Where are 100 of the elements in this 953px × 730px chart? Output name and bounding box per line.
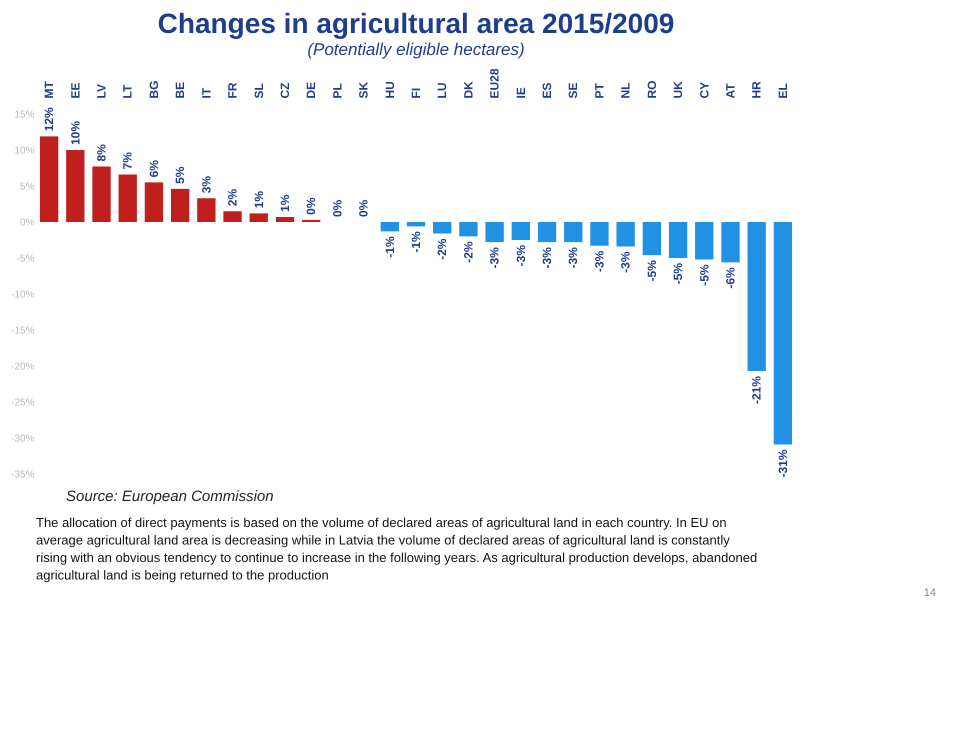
bar [40,136,58,222]
x-tick-label: MT [42,80,56,98]
bar [459,222,478,236]
bar [512,222,530,240]
bar [564,222,582,242]
y-tick-label: -20% [11,362,35,372]
data-label: -1% [382,236,397,258]
data-label: -21% [750,376,764,404]
x-tick-label: FI [409,88,423,98]
data-label: -3% [618,251,633,273]
bar [748,222,766,372]
x-tick-label: LV [94,84,109,98]
bar [170,188,190,222]
data-label: 0% [304,197,318,215]
data-label: 1% [252,190,266,208]
x-tick-label: NL [618,82,633,98]
text: The allocation of direct payments is based on the volume of declared areas of agricultural land in each country. In EU on average agricultural land area is decreasing while in Latvia the volume of declared areas of agricultural land is constantly rising with an obvious tendency to continue to increase in the following years. As agricultural production develops, abandoned agricultural land is being returned to the production [36,515,758,582]
bar [668,222,688,258]
data-label: 7% [120,152,135,170]
data-label: -3% [566,246,580,269]
bar [276,216,294,222]
x-tick-label: AT [723,82,738,98]
text: 14 [924,587,936,599]
x-tick-label: BG [146,80,161,98]
bar [250,213,268,222]
x-tick-label: LT [120,84,135,98]
data-label: -5% [671,262,686,284]
data-label: -3% [540,246,554,269]
x-tick-label: ES [540,82,554,98]
bar [774,222,792,444]
data-label: 6% [146,160,161,178]
bar [144,182,164,222]
data-label: 12% [42,106,56,132]
bar [66,150,84,222]
data-label: 5% [173,166,188,184]
y-tick-label: -15% [11,326,35,336]
data-label: -1% [409,230,423,253]
y-tick-label: 15% [14,110,35,120]
x-tick-label: SK [356,81,371,98]
x-tick-label: PT [592,82,606,98]
x-tick-label: FR [226,82,240,98]
x-tick-label: SL [252,83,266,98]
data-label: -2% [435,238,450,260]
x-tick-label: CZ [278,82,292,98]
data-label: 8% [94,144,109,162]
x-tick-label: IT [199,87,214,98]
x-tick-label: PL [330,83,344,98]
data-label: 10% [68,120,82,145]
data-label: 3% [199,176,214,194]
y-tick-label: 5% [20,182,35,192]
x-tick-label: UK [671,80,686,98]
y-tick-label: -10% [11,290,35,300]
data-label: -6% [723,266,738,289]
x-tick-label: EU28 [488,68,502,98]
data-label: 0% [356,199,371,217]
x-tick-label: RO [644,80,659,98]
data-label: -2% [461,241,476,263]
bar [406,222,426,226]
bar [92,166,111,222]
x-tick-label: SE [566,82,580,98]
data-label: 1% [278,194,292,212]
x-tick-label: DE [304,82,318,98]
y-tick-label: -30% [11,434,35,444]
data-label: -5% [644,260,659,282]
y-tick-label: 10% [14,146,35,156]
x-tick-label: DK [461,80,476,98]
y-tick-label: -5% [16,254,35,264]
bar [590,222,609,246]
bar [380,222,399,232]
bar [616,222,635,246]
data-label: 0% [330,199,344,217]
x-tick-label: IE [514,87,528,98]
bar [695,222,714,260]
chart-title: Changes in agricultural area 2015/2009 [158,8,674,39]
data-label: -3% [514,244,528,266]
chart-subtitle: (Potentially eligible hectares) [307,40,525,59]
data-label: 2% [226,188,240,206]
data-label: -3% [592,250,606,272]
bar [197,198,216,222]
bar [538,222,556,242]
y-tick-label: -35% [11,470,35,480]
x-tick-label: EE [68,82,82,98]
x-tick-label: BE [173,82,188,98]
data-label: -31% [776,449,790,478]
source-note: Source: European Commission [66,488,274,505]
x-tick-label: LU [435,82,450,98]
bar [118,174,137,222]
x-tick-label: EL [776,83,790,98]
bar [223,211,242,222]
x-tick-label: CY [697,82,712,98]
data-label: -3% [488,246,502,269]
bar [721,222,740,262]
y-tick-label: 0% [20,218,35,228]
bar [433,222,452,234]
bar [485,222,504,242]
bar [642,222,662,256]
y-tick-label: -25% [11,398,35,408]
x-tick-label: HU [382,81,397,98]
data-label: -5% [697,264,712,286]
x-tick-label: HR [750,80,764,98]
